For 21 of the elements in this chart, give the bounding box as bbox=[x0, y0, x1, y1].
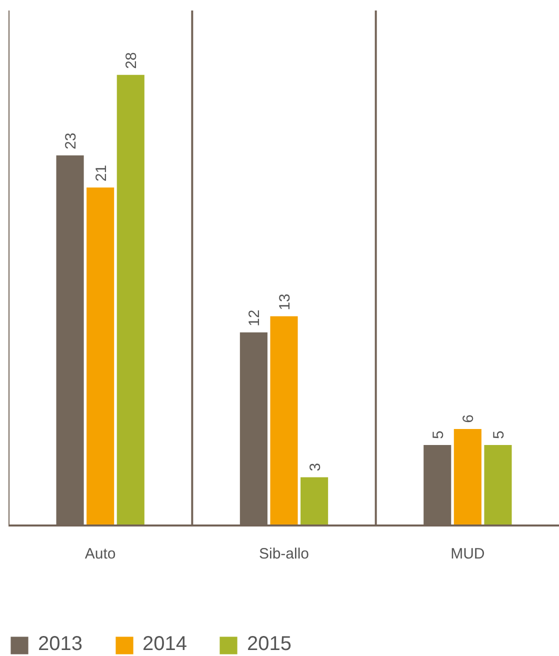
x-tick-label: Auto bbox=[84, 546, 116, 562]
data-label: 5 bbox=[430, 430, 447, 440]
data-label: 12 bbox=[246, 310, 264, 326]
bar bbox=[484, 445, 512, 526]
bar bbox=[300, 477, 328, 526]
data-label: 13 bbox=[276, 294, 294, 310]
data-label: 3 bbox=[306, 462, 324, 472]
legend-label: 2013 bbox=[38, 633, 82, 656]
legend-label: 2014 bbox=[142, 633, 187, 656]
x-tick-label: MUD bbox=[450, 546, 485, 562]
data-label: 5 bbox=[490, 430, 508, 440]
data-label: 6 bbox=[460, 414, 478, 423]
bar bbox=[86, 188, 114, 526]
bar bbox=[270, 316, 298, 526]
legend-label: 2015 bbox=[247, 633, 292, 656]
data-label: 21 bbox=[92, 164, 110, 182]
x-tick-label: Sib-allo bbox=[258, 546, 310, 562]
data-label: 28 bbox=[123, 52, 140, 69]
bar bbox=[116, 74, 144, 526]
data-label: 23 bbox=[62, 132, 80, 150]
bar bbox=[454, 428, 482, 526]
